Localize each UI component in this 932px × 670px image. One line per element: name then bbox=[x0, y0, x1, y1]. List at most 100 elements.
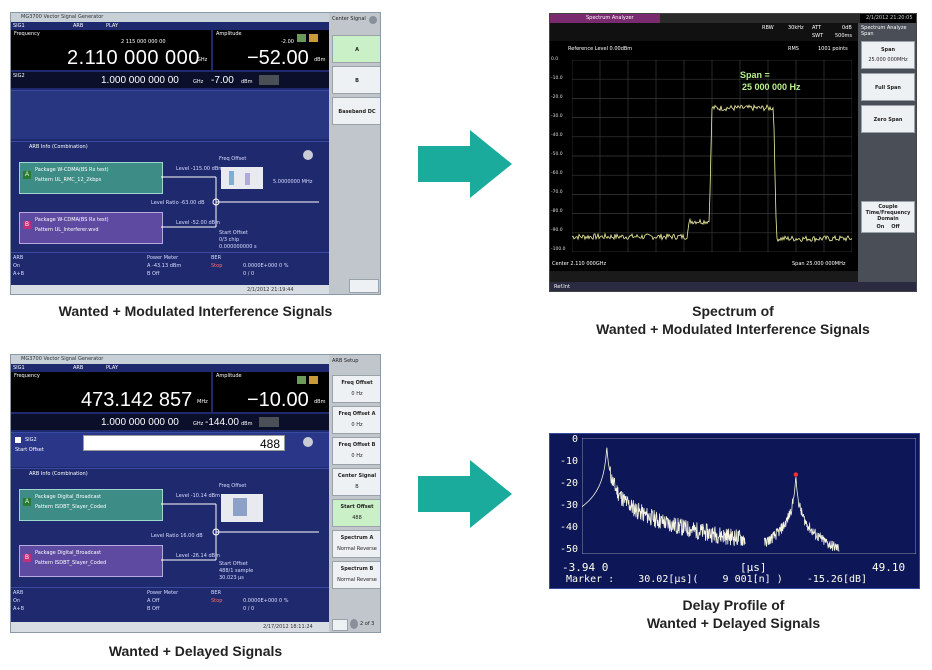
arb-info-settings-icon[interactable] bbox=[303, 150, 313, 160]
delay-axes-frame bbox=[582, 438, 916, 554]
vsg2-soft-key-title: ARB Setup bbox=[332, 358, 359, 364]
soft-key-6[interactable]: Spectrum B Normal Reverse bbox=[332, 561, 380, 589]
vsg-titlebar: MG3700 Vector Signal Generator bbox=[11, 13, 380, 22]
delay-y-tick: -20 bbox=[559, 478, 578, 489]
tab-sig1[interactable]: SIG1 bbox=[13, 23, 25, 29]
soft-key-label: Spectrum A bbox=[340, 535, 374, 541]
vsg2-arb-info-title: ARB Info (Combination) bbox=[29, 471, 88, 477]
vsg2-frequency-display[interactable]: Frequency 473.142 857 14 MHz bbox=[11, 372, 211, 434]
vsg2-package-b-pattern: Pattern ISDBT_Slayer_Coded bbox=[35, 560, 107, 566]
delay-x-max: 49.10 bbox=[872, 561, 906, 574]
footer-bar: 2/1/2012 21:19:44 bbox=[11, 285, 329, 294]
vsg2-package-b-name: Package Digital_Broadcast bbox=[35, 550, 102, 556]
att-label: ATT bbox=[812, 25, 822, 31]
arb-info-panel: ARB Info (Combination) A Package W-CDMA(… bbox=[11, 141, 329, 252]
soft-key-value: Normal Reverse bbox=[337, 546, 377, 552]
sig2-amplitude-unit: dBm bbox=[241, 79, 253, 85]
start-offset-input[interactable]: 488 bbox=[83, 435, 285, 451]
swt-label: SWT bbox=[812, 33, 824, 39]
soft-key-label: Freq Offset A bbox=[338, 411, 376, 417]
delay-marker[interactable] bbox=[793, 472, 799, 477]
delay-profile-plot bbox=[582, 438, 916, 554]
vsg2-rf-on-icon[interactable] bbox=[297, 376, 306, 384]
vsg2-status-area: ARB On A+B Power Meter A Off B Off BER S… bbox=[11, 587, 329, 618]
spectrum-soft-key-title: Spectrum Analyze Span bbox=[861, 25, 907, 37]
vsg2-amplitude-display[interactable]: Amplitude −10.00 dBm bbox=[213, 372, 329, 412]
span-button[interactable]: Span 25.000 000MHz bbox=[861, 41, 915, 69]
edit-close-icon[interactable] bbox=[303, 437, 313, 447]
delay-x-min: -3.94 0 bbox=[562, 561, 609, 574]
tab-play[interactable]: PLAY bbox=[106, 23, 119, 29]
frequency-display[interactable]: Frequency 2 115 000 000 00 2.110 000 000… bbox=[11, 30, 211, 92]
vsg2-sig2-rf-icon[interactable] bbox=[259, 417, 279, 427]
frequency-label: Frequency bbox=[14, 31, 40, 37]
start-offset-value: 0/3 chip bbox=[219, 237, 240, 243]
vsg2-start-offset-value: 488/1 sample bbox=[219, 568, 254, 574]
sig2-bar: SIG2 1.000 000 000 00 GHz -7.00 dBm bbox=[11, 72, 329, 88]
center-signal-b-button[interactable]: B bbox=[332, 66, 380, 94]
delay-y-tick: -10 bbox=[559, 456, 578, 467]
vsg2-package-b[interactable]: B Package Digital_Broadcast Pattern ISDB… bbox=[19, 545, 163, 577]
back-button[interactable] bbox=[349, 279, 379, 293]
vsg2-frequency-label: Frequency bbox=[14, 373, 40, 379]
edit-checkbox-icon[interactable] bbox=[15, 437, 21, 443]
center-signal-a-button[interactable]: A bbox=[332, 35, 380, 63]
full-span-button[interactable]: Full Span bbox=[861, 73, 915, 101]
start-offset-seconds: 0.000000000 s bbox=[219, 244, 257, 250]
mod-on-icon[interactable] bbox=[309, 34, 318, 42]
amplitude-value: −52.00 bbox=[247, 47, 309, 69]
help-icon[interactable] bbox=[369, 16, 377, 24]
spectrum-y-tick: -70.0 bbox=[551, 190, 563, 195]
rf-on-icon[interactable] bbox=[297, 34, 306, 42]
caption-top-right: Spectrum of Wanted + Modulated Interfere… bbox=[549, 302, 917, 338]
soft-key-3[interactable]: Center Signal B bbox=[332, 468, 380, 496]
vsg2-sig2-frequency: 1.000 000 000 00 bbox=[101, 417, 179, 428]
vsg2-tab-play[interactable]: PLAY bbox=[106, 365, 119, 371]
swt-value: 500ms bbox=[835, 33, 853, 39]
soft-key-2[interactable]: Freq Offset B 0 Hz bbox=[332, 437, 380, 465]
couple-domain-button[interactable]: Couple Time/Frequency Domain On Off bbox=[861, 201, 915, 233]
package-b[interactable]: B Package W-CDMA(BS Rx test) Pattern UL_… bbox=[19, 212, 163, 244]
vsg2-mod-on-icon[interactable] bbox=[309, 376, 318, 384]
arb-state-on: On bbox=[13, 263, 21, 269]
spectrum-y-tick: -20.0 bbox=[551, 95, 563, 100]
vsg2-package-a[interactable]: A Package Digital_Broadcast Pattern ISDB… bbox=[19, 489, 163, 521]
soft-key-5[interactable]: Spectrum A Normal Reverse bbox=[332, 530, 380, 558]
span-button-value: 25.000 000MHz bbox=[868, 57, 908, 63]
span-value: Span 25.000 000MHz bbox=[792, 261, 846, 267]
vsg2-start-offset-time: 30.023 µs bbox=[219, 575, 244, 581]
baseband-dc-button[interactable]: Baseband DC bbox=[332, 97, 380, 125]
soft-key-1[interactable]: Freq Offset A 0 Hz bbox=[332, 406, 380, 434]
arb-info-title: ARB Info (Combination) bbox=[29, 144, 88, 150]
vsg2-tab-arb[interactable]: ARB bbox=[73, 365, 84, 371]
arb-state-ab: A+B bbox=[13, 271, 25, 277]
vsg2-sig2-amplitude-unit: dBm bbox=[241, 421, 253, 427]
delay-y-tick: -40 bbox=[559, 522, 578, 533]
spectrum-timestamp: 2/1/2012 21:20:05 bbox=[866, 15, 913, 21]
att-value: 0dB bbox=[842, 25, 852, 31]
level-ratio: Level Ratio -63.00 dB bbox=[151, 200, 205, 206]
zero-span-button[interactable]: Zero Span bbox=[861, 105, 915, 133]
detector-mode: RMS bbox=[788, 46, 799, 52]
soft-key-label: Spectrum B bbox=[340, 566, 374, 572]
delay-marker-readout: Marker : 30.02[µs]( 9 001[n] ) -15.26[dB… bbox=[566, 574, 868, 585]
soft-key-4[interactable]: Start Offset 488 bbox=[332, 499, 380, 527]
spectrum-y-tick: -30.0 bbox=[551, 114, 563, 119]
package-a-name: Package W-CDMA(BS Rx test) bbox=[35, 167, 109, 173]
soft-key-value: 0 Hz bbox=[351, 422, 363, 428]
amplitude-display[interactable]: Amplitude -2.00 −52.00 dBm bbox=[213, 30, 329, 70]
package-a-pattern: Pattern UL_RMC_12_2kbps bbox=[35, 177, 102, 183]
blank-area bbox=[11, 90, 329, 139]
sig2-rf-icon[interactable] bbox=[259, 75, 279, 85]
prev-page-button[interactable] bbox=[332, 619, 348, 631]
soft-key-value: B bbox=[355, 484, 359, 490]
page-icon[interactable] bbox=[350, 619, 358, 629]
couple-on: On bbox=[876, 224, 885, 230]
vsg2-arb-state-ab: A+B bbox=[13, 606, 25, 612]
package-a[interactable]: A Package W-CDMA(BS Rx test) Pattern UL_… bbox=[19, 162, 163, 194]
soft-key-0[interactable]: Freq Offset 0 Hz bbox=[332, 375, 380, 403]
vsg2-tab-sig1[interactable]: SIG1 bbox=[13, 365, 25, 371]
start-offset-label: Start Offset bbox=[219, 230, 248, 236]
spectrum-trace bbox=[572, 103, 852, 243]
tab-arb[interactable]: ARB bbox=[73, 23, 84, 29]
